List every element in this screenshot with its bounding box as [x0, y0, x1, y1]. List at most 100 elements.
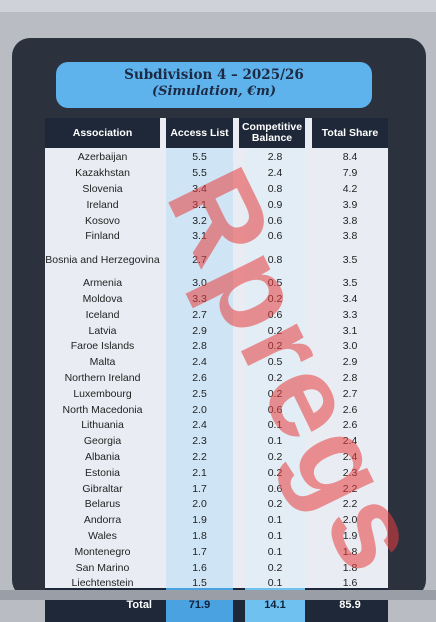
- share-cell: 2.2: [342, 482, 358, 495]
- competitive-column-band: [245, 148, 305, 588]
- header-association: Association: [45, 118, 160, 148]
- background-strip-bottom: [0, 590, 436, 600]
- share-cell: 2.9: [342, 356, 358, 369]
- competitive-cell: 0.2: [267, 371, 283, 384]
- share-cell: 3.5: [342, 253, 358, 266]
- competitive-cell: 0.2: [267, 498, 283, 511]
- access-cell: 3.2: [192, 214, 207, 227]
- access-cell: 3.1: [192, 198, 207, 211]
- share-cell: 1.6: [342, 577, 358, 590]
- table-row: Slovenia 3.4 0.8 4.2: [45, 182, 388, 198]
- access-cell: 2.4: [192, 356, 207, 369]
- competitive-cell: 0.2: [267, 387, 283, 400]
- background-strip: [0, 0, 436, 12]
- share-cell: 3.1: [342, 324, 358, 337]
- access-cell: 3.3: [192, 292, 207, 305]
- header-access-list: Access List: [166, 118, 233, 148]
- share-cell: 3.8: [342, 214, 358, 227]
- share-cell: 3.9: [342, 198, 358, 211]
- access-cell: 2.7: [192, 308, 207, 321]
- competitive-cell: 0.2: [267, 292, 283, 305]
- table-row: Montenegro 1.7 0.1 1.8: [45, 544, 388, 560]
- association-cell: Bosnia and Herzegovina: [45, 253, 160, 266]
- association-cell: Liechtenstein: [71, 577, 134, 590]
- access-cell: 2.3: [192, 435, 207, 448]
- table-row: Luxembourg 2.5 0.2 2.7: [45, 386, 388, 402]
- association-cell: Albania: [84, 450, 121, 463]
- competitive-cell: 0.6: [267, 482, 283, 495]
- share-cell: 1.8: [342, 561, 358, 574]
- table-row: Wales 1.8 0.1 1.9: [45, 529, 388, 545]
- access-cell: 2.6: [192, 371, 207, 384]
- table-row: Armenia 3.0 0.5 3.5: [45, 276, 388, 292]
- table-row: Belarus 2.0 0.2 2.2: [45, 497, 388, 513]
- association-cell: Montenegro: [74, 545, 131, 558]
- table-row: North Macedonia 2.0 0.6 2.6: [45, 402, 388, 418]
- competitive-cell: 0.1: [267, 514, 283, 527]
- association-cell: Armenia: [82, 277, 123, 290]
- table-card: Subdivision 4 – 2025/26 (Simulation, €m)…: [12, 38, 436, 622]
- table-row: Kazakhstan 5.5 2.4 7.9: [45, 166, 388, 182]
- association-cell: Faroe Islands: [70, 340, 135, 353]
- table-row: Kosovo 3.2 0.6 3.8: [45, 213, 388, 229]
- competitive-cell: 0.2: [267, 450, 283, 463]
- share-cell: 2.0: [342, 514, 358, 527]
- association-cell: Slovenia: [82, 182, 123, 195]
- association-cell: Moldova: [82, 292, 123, 305]
- table-row: Moldova 3.3 0.2 3.4: [45, 292, 388, 308]
- access-cell: 2.9: [192, 324, 207, 337]
- access-cell: 2.8: [192, 340, 207, 353]
- access-cell: 5.5: [192, 167, 207, 180]
- table-row: Estonia 2.1 0.2 2.3: [45, 465, 388, 481]
- competitive-cell: 0.2: [267, 466, 283, 479]
- share-cell: 1.8: [342, 545, 358, 558]
- association-cell: Belarus: [84, 498, 121, 511]
- access-cell: 1.8: [192, 529, 207, 542]
- access-cell: 2.7: [192, 253, 207, 266]
- competitive-cell: 0.1: [267, 419, 283, 432]
- table-row: Lithuania 2.4 0.1 2.6: [45, 418, 388, 434]
- share-cell: 2.6: [342, 419, 358, 432]
- share-cell: 2.3: [342, 466, 358, 479]
- share-cell: 3.8: [342, 230, 358, 243]
- header-total-share: Total Share: [312, 118, 388, 148]
- table-row: Andorra 1.9 0.1 2.0: [45, 513, 388, 529]
- association-cell: Kazakhstan: [75, 167, 130, 180]
- share-cell: 2.4: [342, 450, 358, 463]
- access-cell: 2.4: [192, 419, 207, 432]
- access-cell: 1.7: [192, 545, 207, 558]
- title-line-1: Subdivision 4 – 2025/26: [124, 67, 304, 83]
- competitive-cell: 0.8: [267, 182, 283, 195]
- share-cell: 2.6: [342, 403, 358, 416]
- association-cell: Lithuania: [81, 419, 124, 432]
- share-cell: 4.2: [342, 182, 358, 195]
- table-row: Iceland 2.7 0.6 3.3: [45, 307, 388, 323]
- access-cell: 1.7: [192, 482, 207, 495]
- association-cell: Estonia: [84, 466, 121, 479]
- access-cell: 2.0: [192, 498, 207, 511]
- association-cell: Iceland: [85, 308, 120, 321]
- association-cell: Andorra: [83, 514, 122, 527]
- competitive-cell: 0.6: [267, 214, 283, 227]
- table-row: Faroe Islands 2.8 0.2 3.0: [45, 339, 388, 355]
- share-cell: 1.9: [342, 529, 358, 542]
- access-cell: 1.5: [192, 577, 207, 590]
- access-cell: 2.1: [192, 466, 207, 479]
- share-cell: 3.5: [342, 277, 358, 290]
- table-row: Bosnia and Herzegovina 2.7 0.8 3.5: [45, 245, 388, 276]
- access-cell: 2.5: [192, 387, 207, 400]
- share-cell: 2.8: [342, 371, 358, 384]
- competitive-cell: 0.6: [267, 403, 283, 416]
- access-cell: 3.0: [192, 277, 207, 290]
- access-cell: 1.9: [192, 514, 207, 527]
- table-row: Northern Ireland 2.6 0.2 2.8: [45, 371, 388, 387]
- association-cell: Malta: [89, 356, 116, 369]
- association-cell: Ireland: [86, 198, 119, 211]
- title-banner: Subdivision 4 – 2025/26 (Simulation, €m): [56, 62, 372, 108]
- table-row: Liechtenstein 1.5 0.1 1.6: [45, 576, 388, 592]
- share-cell: 2.2: [342, 498, 358, 511]
- share-cell: 3.4: [342, 292, 358, 305]
- access-column-band: [166, 148, 233, 588]
- association-cell: Northern Ireland: [64, 371, 141, 384]
- table-row: San Marino 1.6 0.2 1.8: [45, 560, 388, 576]
